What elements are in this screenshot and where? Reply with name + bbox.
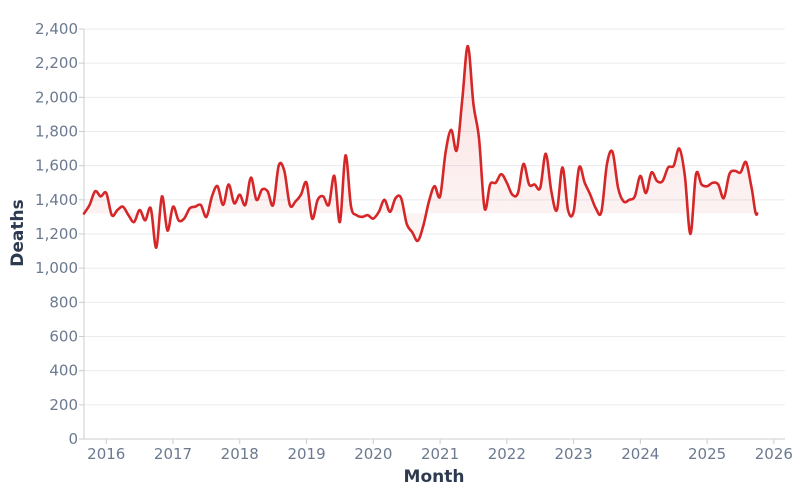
y-tick-label: 1,200 bbox=[35, 225, 78, 243]
series-area-fill bbox=[84, 46, 758, 248]
x-tick-label: 2016 bbox=[87, 445, 125, 463]
y-tick-label: 200 bbox=[49, 396, 78, 414]
x-axis-title: Month bbox=[404, 467, 465, 487]
y-axis-title: Deaths bbox=[8, 199, 28, 266]
tick-labels: 0 200 400 600 800 1,000 1,200 1,400 1,600 1,800 2,… bbox=[35, 20, 793, 463]
y-tick-label: 400 bbox=[49, 362, 78, 380]
x-tick-label: 2025 bbox=[688, 445, 726, 463]
y-tick-label: 800 bbox=[49, 293, 78, 311]
y-tick-label: 1,800 bbox=[35, 123, 78, 141]
x-tick-label: 2019 bbox=[287, 445, 325, 463]
x-tick-label: 2017 bbox=[154, 445, 192, 463]
area-layer bbox=[84, 46, 758, 248]
y-tick-label: 600 bbox=[49, 328, 78, 346]
x-tick-label: 2018 bbox=[221, 445, 259, 463]
series-line bbox=[82, 44, 759, 249]
y-tick-label: 1,000 bbox=[35, 259, 78, 277]
grid-lines bbox=[84, 28, 785, 406]
axes bbox=[79, 28, 785, 444]
x-tick-label: 2020 bbox=[354, 445, 392, 463]
y-tick-label: 1,400 bbox=[35, 191, 78, 209]
y-tick-label: 2,200 bbox=[35, 54, 78, 72]
y-tick-label: 2,400 bbox=[35, 20, 78, 38]
series-layer bbox=[82, 44, 759, 249]
y-tick-label: 1,600 bbox=[35, 157, 78, 175]
x-tick-label: 2026 bbox=[755, 445, 793, 463]
y-tick-label: 2,000 bbox=[35, 88, 78, 106]
x-tick-label: 2021 bbox=[421, 445, 459, 463]
x-tick-label: 2024 bbox=[621, 445, 659, 463]
x-tick-label: 2023 bbox=[554, 445, 592, 463]
y-tick-label: 0 bbox=[68, 430, 78, 448]
x-tick-label: 2022 bbox=[488, 445, 526, 463]
